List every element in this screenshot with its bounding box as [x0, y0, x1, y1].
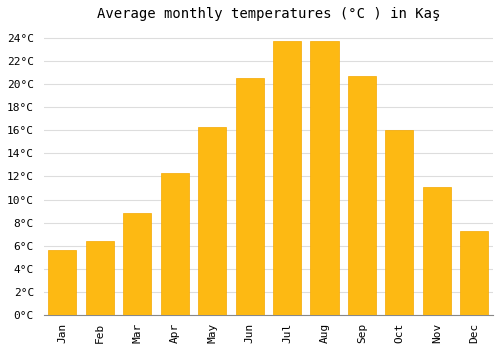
- Bar: [348, 76, 376, 315]
- Bar: [310, 41, 338, 315]
- Bar: [423, 187, 451, 315]
- Bar: [198, 127, 226, 315]
- Bar: [48, 251, 76, 315]
- Bar: [123, 214, 152, 315]
- Bar: [86, 241, 114, 315]
- Bar: [386, 130, 413, 315]
- Title: Average monthly temperatures (°C ) in Kaş: Average monthly temperatures (°C ) in Ka…: [96, 7, 440, 21]
- Bar: [460, 231, 488, 315]
- Bar: [160, 173, 189, 315]
- Bar: [273, 41, 301, 315]
- Bar: [236, 78, 264, 315]
